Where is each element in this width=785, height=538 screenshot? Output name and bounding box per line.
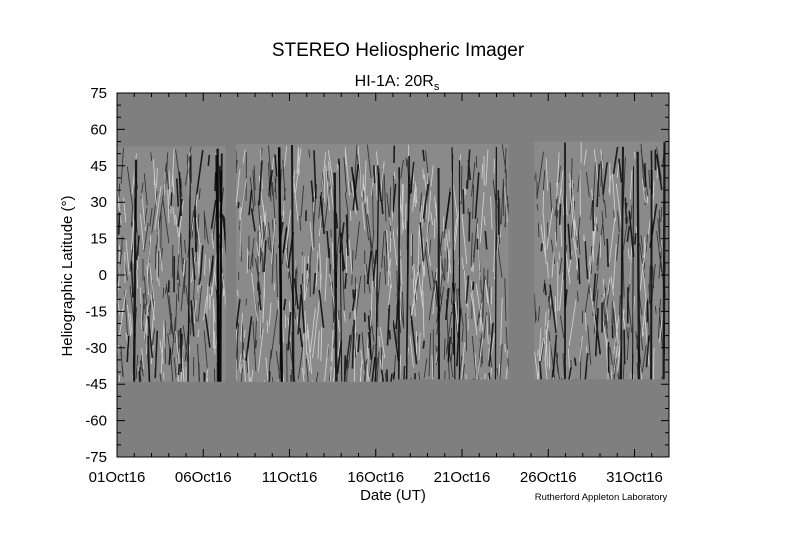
y-tick-label: 30	[90, 194, 107, 211]
y-tick-label: 15	[90, 231, 107, 248]
segment-texture	[236, 144, 393, 382]
data-segments	[117, 141, 666, 382]
axis-ticks	[116, 92, 670, 458]
y-tick-label: -60	[85, 413, 107, 430]
y-tick-label: -45	[85, 376, 107, 393]
data-segment	[393, 143, 509, 380]
x-tick-label: 16Oct16	[347, 469, 404, 486]
y-tick-label: -30	[85, 340, 107, 357]
credit-text: Rutherford Appleton Laboratory	[535, 492, 668, 503]
y-tick-label: -75	[85, 449, 107, 466]
chart-subtitle: HI-1A: 20Rs	[355, 73, 440, 93]
y-tick-labels: 75 60 45 30 15 0 -15 -30 -45 -60 -75	[85, 85, 107, 466]
chart-subtitle-main: HI-1A: 20R	[355, 73, 434, 90]
data-segment	[117, 146, 226, 382]
chart-title: STEREO Heliospheric Imager	[272, 40, 525, 61]
y-tick-label: -15	[85, 303, 107, 320]
x-tick-label: 06Oct16	[175, 469, 232, 486]
plot-area	[116, 92, 670, 458]
data-segment	[534, 141, 666, 380]
x-tick-label: 01Oct16	[89, 469, 146, 486]
y-tick-label: 45	[90, 158, 107, 175]
x-tick-label: 31Oct16	[606, 469, 663, 486]
chart-subtitle-sub: s	[434, 81, 440, 93]
y-tick-label: 75	[90, 85, 107, 102]
y-tick-label: 60	[90, 121, 107, 138]
y-axis-label: Heliographic Latitude (°)	[59, 195, 76, 356]
x-tick-label: 11Oct16	[262, 469, 318, 486]
x-tick-label: 21Oct16	[434, 469, 491, 486]
x-tick-labels: 01Oct16 06Oct16 11Oct16 16Oct16 21Oct16 26Oct…	[89, 469, 663, 486]
segment-texture	[117, 146, 226, 382]
segment-texture	[393, 144, 509, 380]
tick-marks	[116, 92, 670, 458]
data-segment	[236, 143, 393, 382]
y-tick-label: 0	[99, 267, 107, 284]
x-axis-label: Date (UT)	[360, 487, 426, 504]
x-tick-label: 26Oct16	[520, 469, 577, 486]
segment-texture	[534, 141, 666, 380]
